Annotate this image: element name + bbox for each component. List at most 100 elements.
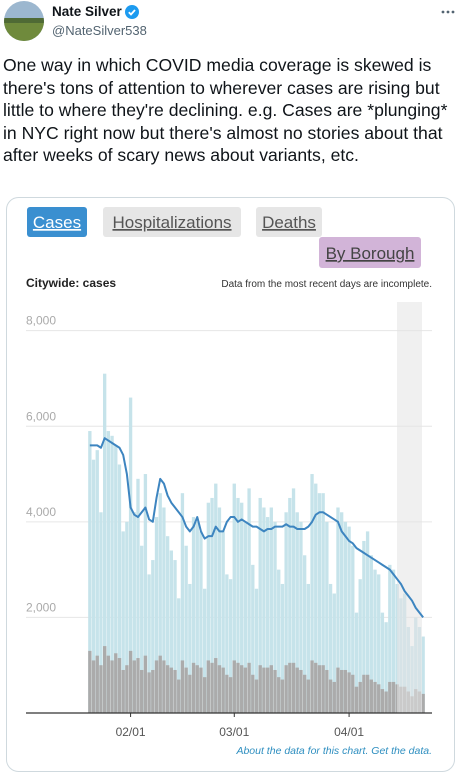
bar bbox=[225, 574, 229, 713]
bar bbox=[325, 669, 329, 713]
bar bbox=[110, 660, 114, 713]
tab-bg[interactable] bbox=[27, 207, 87, 237]
bar bbox=[262, 667, 266, 713]
bar bbox=[262, 507, 266, 713]
bar bbox=[347, 526, 351, 713]
bar bbox=[310, 474, 314, 713]
bar bbox=[340, 512, 344, 713]
bar bbox=[388, 681, 392, 713]
bar bbox=[236, 497, 240, 713]
bar bbox=[236, 662, 240, 713]
bar bbox=[140, 669, 144, 713]
bar bbox=[336, 507, 340, 713]
footnote[interactable]: About the data for this chart. Get the d… bbox=[235, 745, 432, 757]
tab[interactable]: Hospitalizations bbox=[112, 213, 231, 232]
bar bbox=[291, 662, 296, 713]
bar bbox=[317, 493, 322, 713]
bar bbox=[125, 665, 129, 713]
bar bbox=[206, 502, 211, 713]
bar bbox=[114, 653, 118, 713]
bar bbox=[347, 672, 351, 713]
more-menu[interactable] bbox=[441, 10, 455, 14]
bar bbox=[328, 583, 333, 713]
bar bbox=[288, 662, 292, 713]
bar bbox=[280, 583, 285, 713]
bar bbox=[225, 674, 229, 713]
line bbox=[89, 437, 424, 619]
bar bbox=[173, 669, 177, 713]
bar bbox=[258, 497, 262, 713]
bar bbox=[421, 636, 425, 713]
bar bbox=[165, 536, 170, 713]
bar bbox=[358, 681, 362, 713]
bar bbox=[158, 493, 162, 713]
bar bbox=[317, 665, 322, 713]
bar bbox=[299, 521, 303, 713]
tab-bg[interactable] bbox=[256, 207, 322, 237]
bar bbox=[354, 612, 359, 713]
bar bbox=[277, 569, 281, 713]
author-handle[interactable]: @NateSilver538 bbox=[52, 23, 147, 38]
bar bbox=[240, 665, 244, 713]
bar bbox=[325, 521, 329, 713]
bar bbox=[343, 669, 348, 713]
bar bbox=[143, 474, 148, 713]
tab-bg[interactable] bbox=[319, 237, 421, 268]
bar bbox=[117, 658, 122, 713]
bar bbox=[328, 679, 333, 713]
bar bbox=[202, 588, 207, 713]
bar bbox=[121, 531, 125, 713]
bar bbox=[99, 512, 103, 713]
bar bbox=[365, 531, 370, 713]
author-name[interactable]: Nate Silver bbox=[52, 4, 122, 19]
bar bbox=[221, 531, 225, 713]
bar bbox=[321, 665, 325, 713]
bar bbox=[191, 662, 196, 713]
tweet-text: One way in which COVID media coverage is… bbox=[3, 55, 448, 165]
bar bbox=[195, 521, 199, 713]
bar bbox=[195, 665, 199, 713]
bar bbox=[380, 612, 385, 713]
bar bbox=[143, 655, 148, 713]
bar bbox=[210, 497, 214, 713]
bar bbox=[125, 521, 129, 713]
bar bbox=[380, 689, 385, 713]
bar bbox=[151, 560, 155, 713]
tab[interactable]: Deaths bbox=[262, 213, 316, 232]
bar bbox=[165, 665, 170, 713]
bar bbox=[88, 650, 92, 713]
bar bbox=[177, 598, 181, 713]
bar bbox=[273, 521, 277, 713]
bar bbox=[114, 445, 118, 713]
tab[interactable]: Cases bbox=[33, 213, 81, 232]
y-tick-label: 4,000 bbox=[26, 505, 56, 519]
bar bbox=[214, 658, 218, 713]
bar bbox=[88, 431, 92, 713]
bar bbox=[117, 464, 122, 713]
bar bbox=[377, 574, 381, 713]
bar bbox=[354, 686, 359, 713]
bar bbox=[243, 521, 248, 713]
bar bbox=[284, 665, 288, 713]
avatar[interactable] bbox=[4, 1, 44, 42]
bar bbox=[302, 555, 307, 713]
bar bbox=[128, 650, 133, 713]
chart-title: Citywide: cases bbox=[26, 276, 116, 290]
bar bbox=[169, 550, 173, 713]
tab-bg[interactable] bbox=[103, 207, 241, 237]
bar bbox=[358, 579, 362, 713]
bar bbox=[132, 512, 136, 713]
bar bbox=[302, 674, 307, 713]
bar bbox=[351, 674, 355, 713]
bar bbox=[140, 545, 144, 713]
incomplete-shade bbox=[397, 302, 422, 713]
bar bbox=[340, 669, 344, 713]
x-tick-label: 04/01 bbox=[334, 725, 364, 739]
bar bbox=[106, 655, 111, 713]
y-tick-label: 2,000 bbox=[26, 600, 56, 614]
bar bbox=[247, 662, 251, 713]
bar bbox=[332, 593, 336, 713]
bar bbox=[206, 660, 211, 713]
tab[interactable]: By Borough bbox=[326, 244, 415, 263]
bar bbox=[214, 483, 218, 713]
